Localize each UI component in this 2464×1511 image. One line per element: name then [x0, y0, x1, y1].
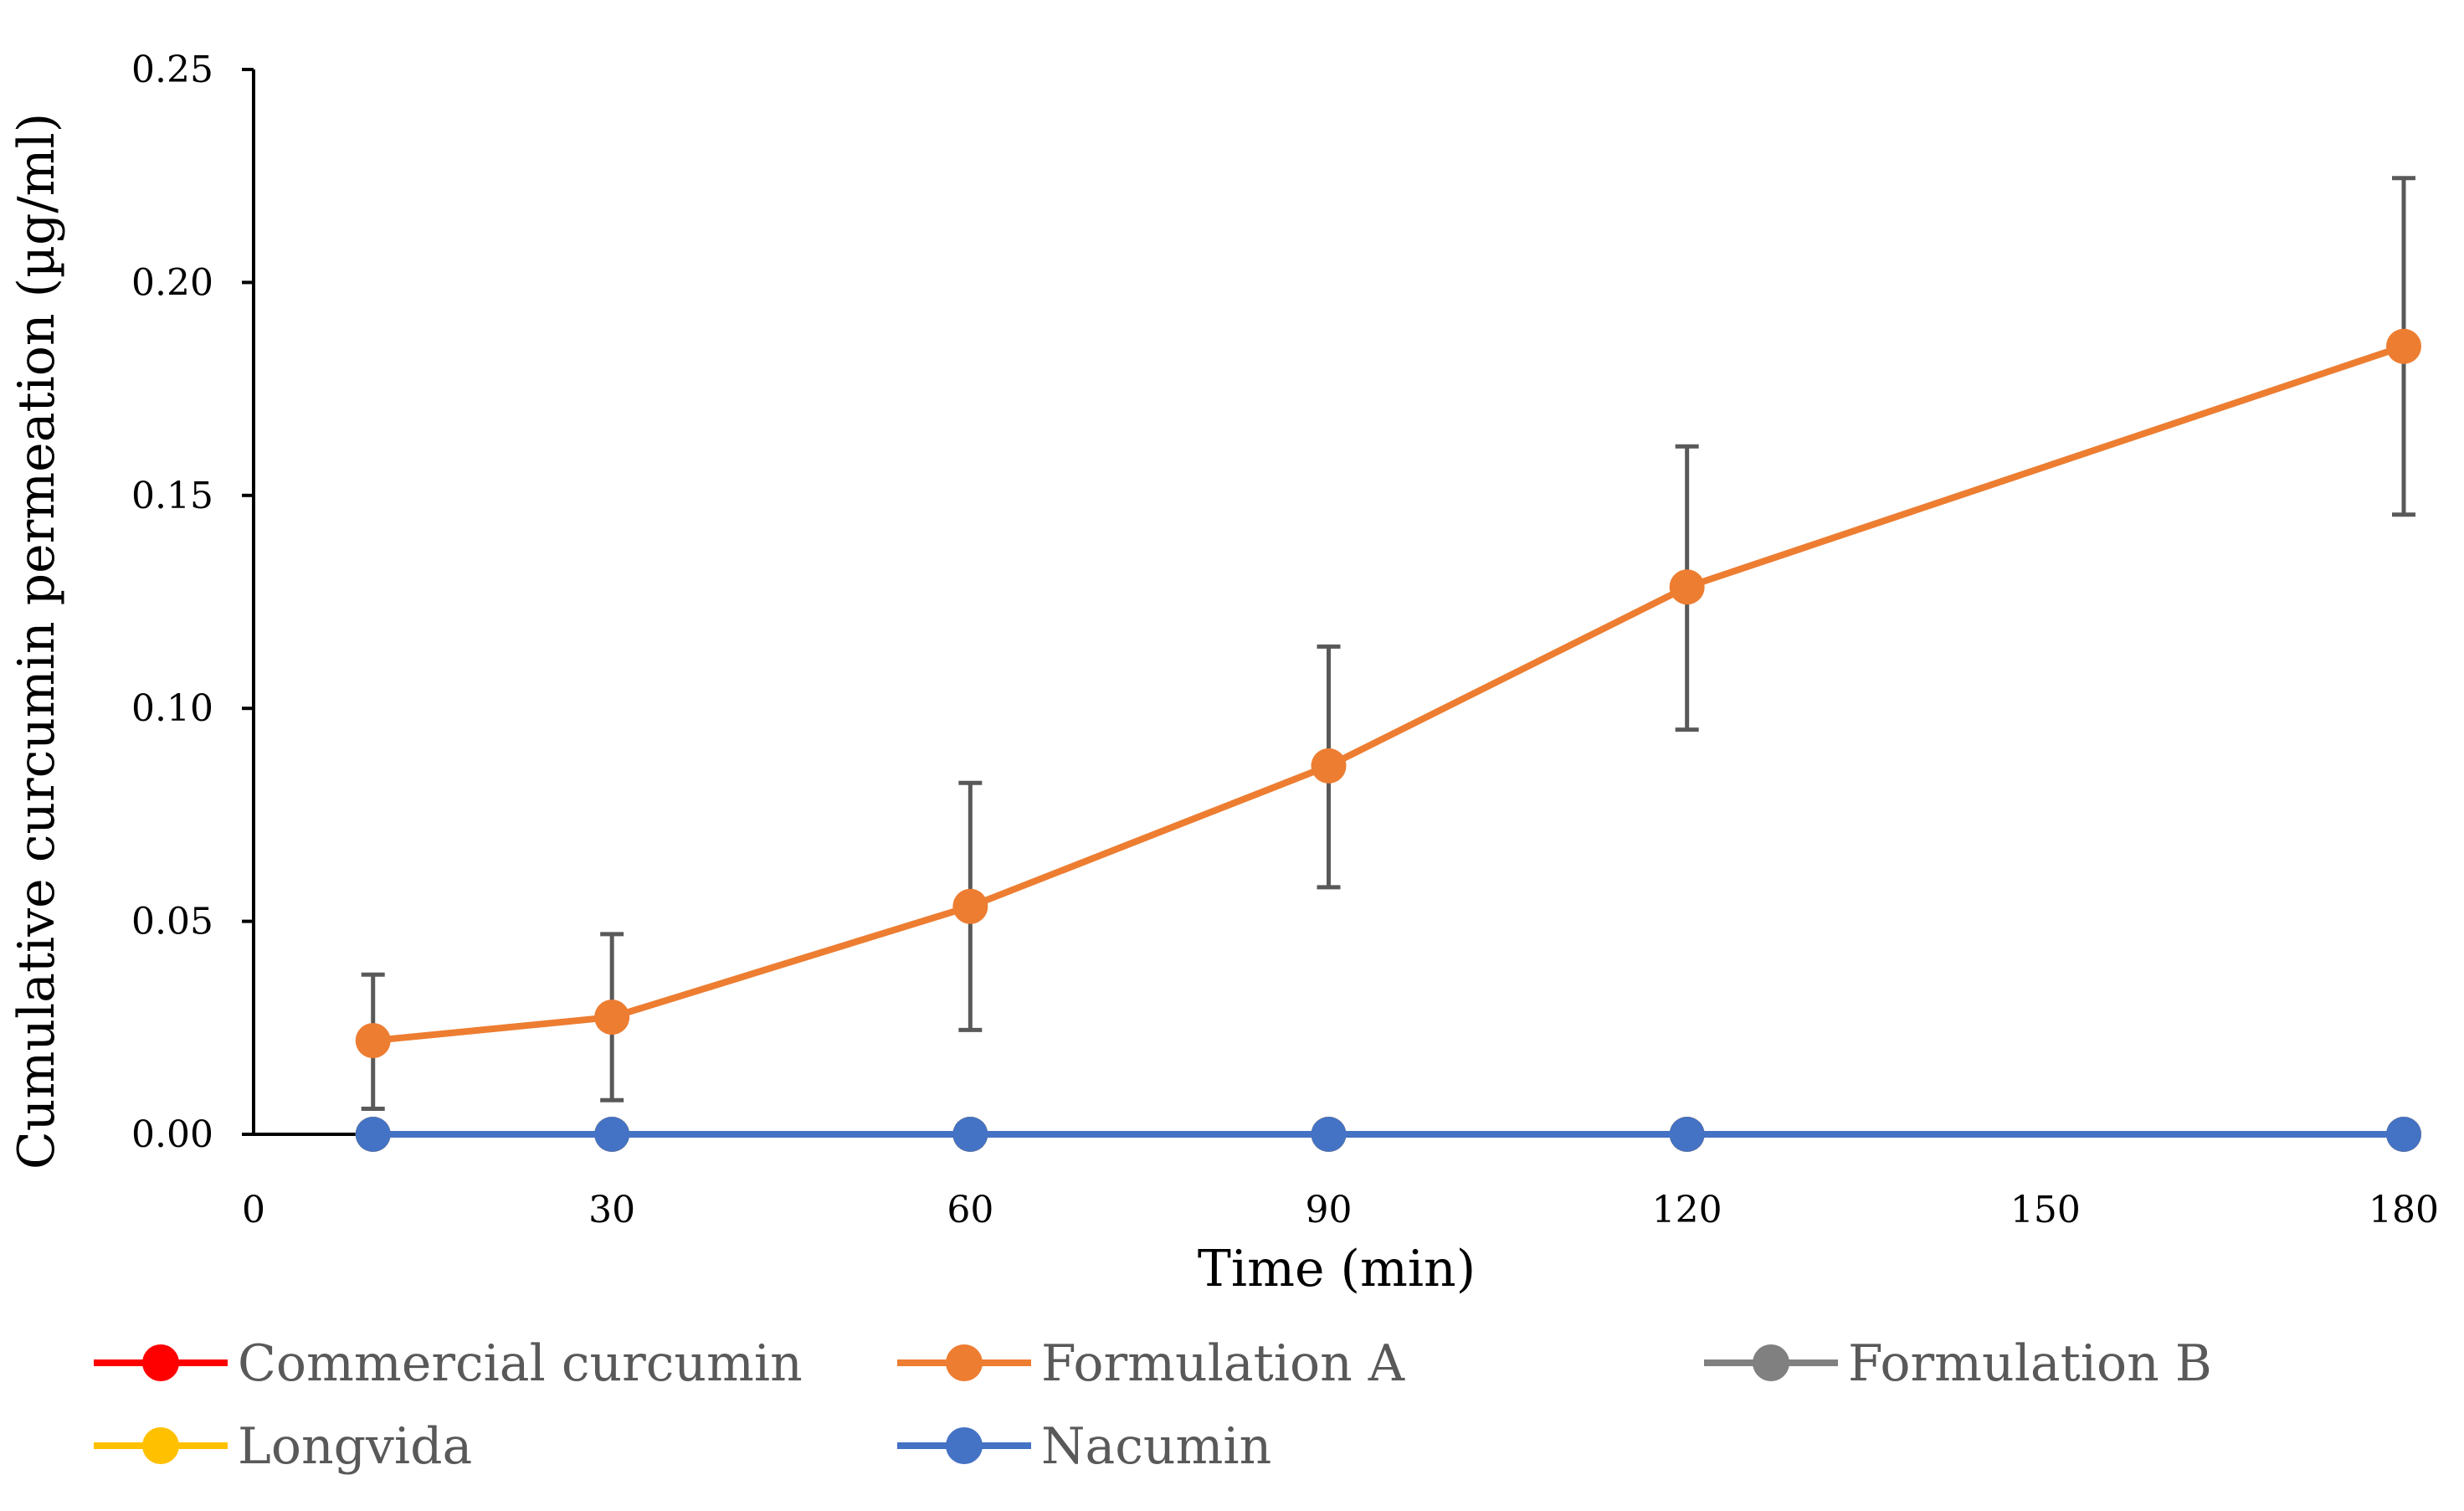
legend-label-commercial-curcumin: Commercial curcumin: [238, 1334, 803, 1393]
legend-marker-formulation-b: [1753, 1344, 1789, 1381]
data-point-nacumin: [1311, 1117, 1347, 1152]
data-point-formulation-a: [952, 888, 988, 924]
legend-marker-formulation-a: [946, 1344, 983, 1381]
data-point-formulation-a: [1669, 569, 1705, 605]
data-point-formulation-a: [2386, 328, 2421, 364]
x-tick-label: 120: [1652, 1189, 1722, 1231]
legend-marker-commercial-curcumin: [142, 1344, 179, 1381]
plot-area: 0.00 0.05 0.10 0.15 0.20 0.25 0 30 60 90 120 150 180: [131, 49, 2439, 1231]
legend-label-longvida: Longvida: [238, 1417, 472, 1476]
legend-label-formulation-a: Formulation A: [1041, 1334, 1405, 1393]
x-tick-label: 0: [242, 1189, 265, 1231]
x-tick-label: 90: [1306, 1189, 1353, 1231]
series-line-formulation-a: [369, 342, 2407, 1045]
x-tick-label: 150: [2010, 1189, 2081, 1231]
y-tick-label: 0.05: [131, 901, 213, 943]
y-tick-label: 0.25: [131, 49, 213, 91]
x-tick-label: 180: [2369, 1189, 2439, 1231]
x-tick-label: 60: [947, 1189, 993, 1231]
data-point-formulation-a: [355, 1023, 391, 1059]
data-point-formulation-a: [1311, 748, 1347, 784]
y-tick-label: 0.00: [131, 1113, 213, 1156]
legend-marker-longvida: [142, 1427, 179, 1464]
legend: Commercial curcumin Formulation A Formulat…: [94, 1334, 2212, 1476]
data-point-formulation-a: [594, 1000, 630, 1036]
legend-label-formulation-b: Formulation B: [1848, 1334, 2212, 1393]
data-point-nacumin: [2386, 1117, 2421, 1152]
data-point-nacumin: [594, 1117, 630, 1152]
data-point-nacumin: [355, 1117, 391, 1152]
legend-marker-nacumin: [946, 1427, 983, 1464]
x-tick-label: 30: [588, 1189, 635, 1231]
y-tick-label: 0.20: [131, 261, 213, 304]
y-tick-label: 0.15: [131, 475, 213, 517]
y-tick-label: 0.10: [131, 687, 213, 730]
data-point-nacumin: [952, 1117, 988, 1152]
data-point-nacumin: [1669, 1117, 1705, 1152]
legend-label-nacumin: Nacumin: [1041, 1417, 1271, 1476]
y-axis-title: Cumulative curcumin permeation (µg/ml): [8, 113, 66, 1169]
x-axis-title: Time (min): [1198, 1240, 1476, 1298]
